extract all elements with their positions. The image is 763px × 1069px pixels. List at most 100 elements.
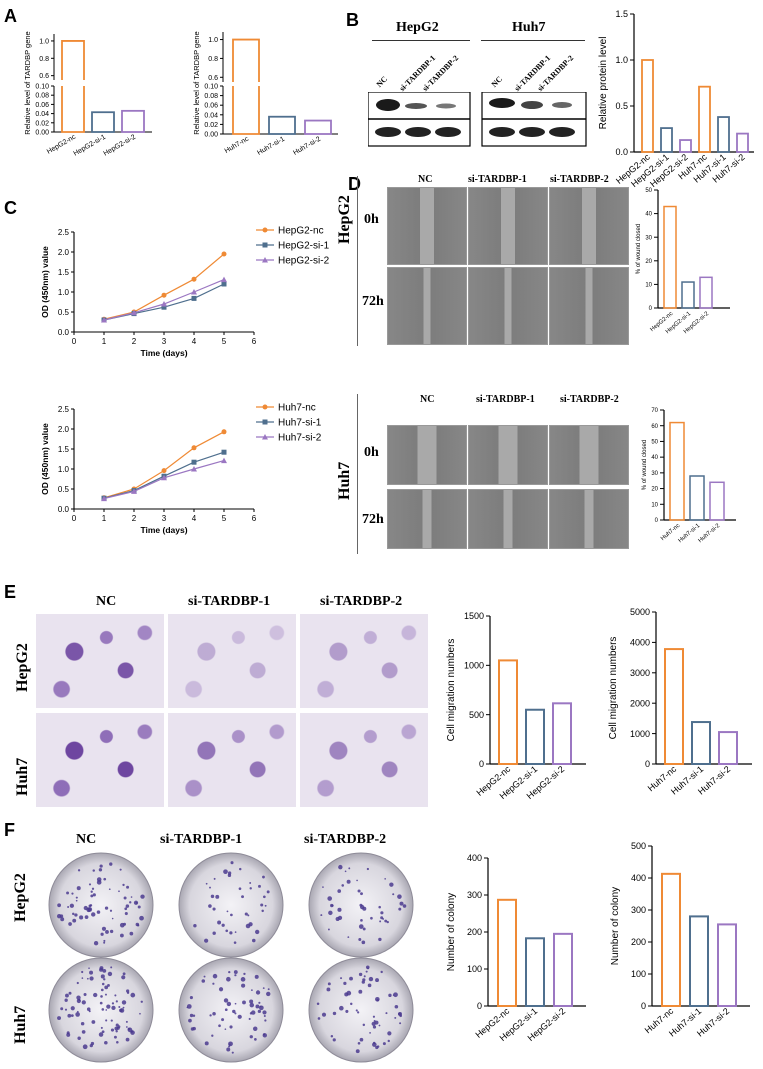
blot-hepg2-underline	[372, 40, 470, 41]
colony-dot	[332, 1038, 336, 1042]
colony-dot	[114, 994, 117, 997]
colony-dot	[345, 1009, 349, 1013]
x-tick-label: 0	[72, 514, 77, 523]
colony-dot	[248, 1017, 251, 1021]
wound-micrograph	[468, 267, 548, 345]
bar	[525, 937, 545, 1007]
panel-c-line-chart-hepg2: 0.0 0.5 1.0 1.5 2.0 2.5 0 1 2 3 4 5 6 Time (days) OD (…	[40, 226, 330, 359]
colony-dot	[231, 1051, 234, 1054]
series-line	[103, 279, 225, 321]
colony-dot	[115, 1030, 118, 1033]
colony-dot	[122, 972, 126, 976]
panel-letter-b: B	[346, 10, 359, 30]
colony-dot	[86, 1007, 91, 1011]
colony-dot	[126, 1026, 128, 1028]
colony-dot	[135, 901, 138, 904]
colony-dot	[83, 993, 87, 997]
data-point	[191, 459, 197, 465]
x-tick-label: Huh7-nc	[224, 135, 251, 155]
colony-dot	[80, 1021, 85, 1026]
colony-dot	[103, 978, 106, 981]
colony-dot	[212, 907, 216, 911]
colony-dot	[226, 1001, 232, 1007]
colony-dot	[86, 977, 89, 980]
colony-dot	[238, 887, 242, 891]
y-tick-label: 0	[655, 518, 659, 524]
wound-row-label-72h-2: 72h	[362, 512, 384, 527]
colony-dot	[341, 884, 345, 887]
data-point	[191, 276, 197, 282]
colony-dot	[382, 1042, 386, 1046]
colony-dot	[245, 923, 251, 929]
data-point	[101, 317, 107, 323]
x-tick-label: Huh7-si-1	[256, 136, 286, 157]
colony-dot	[233, 970, 238, 974]
panel-e-chart-huh7: 0 1000 2000 3000 4000 5000 Cell migration numb…	[608, 607, 752, 797]
colony-dot	[223, 869, 228, 875]
y-axis-label: Number of colony	[446, 893, 457, 971]
wound-micrograph	[468, 425, 548, 485]
colony-dot	[76, 886, 81, 891]
y-tick-label: 2.5	[58, 228, 70, 237]
y-tick-label: 0	[649, 306, 653, 312]
legend-marker	[262, 242, 268, 248]
bar	[689, 475, 705, 521]
bar	[268, 115, 296, 135]
colony-plate	[178, 957, 284, 1063]
data-point	[161, 301, 167, 307]
colony-dot	[100, 974, 105, 979]
bar	[689, 915, 709, 1007]
colony-dot	[366, 867, 370, 871]
colony-dot	[328, 910, 333, 916]
colony-dot	[136, 924, 140, 927]
colony-dot	[362, 1023, 366, 1027]
colony-dot	[239, 867, 242, 871]
colony-dot	[378, 1024, 381, 1027]
colony-dot	[367, 983, 372, 988]
y-tick-label: 0.6	[208, 75, 218, 82]
colony-dot	[111, 1005, 116, 1010]
colony-dot	[84, 915, 89, 919]
colony-dot	[255, 1004, 260, 1009]
y-tick-label: 4000	[630, 638, 650, 648]
transwell-col-label-nc: NC	[96, 594, 117, 609]
colony-dot	[130, 896, 133, 898]
y-tick-label: 0.08	[35, 93, 49, 100]
data-point	[161, 474, 167, 481]
series-line	[103, 431, 225, 499]
wound-col-label-si2: si-TARDBP-2	[550, 174, 609, 185]
colony-dot	[378, 905, 381, 909]
legend-label: Huh7-si-2	[278, 433, 322, 444]
bar	[304, 119, 332, 135]
colony-dot	[362, 927, 366, 931]
colony-dot	[72, 918, 77, 923]
x-tick-label: Huh7-si-2	[292, 136, 322, 157]
colony-dot	[230, 861, 234, 865]
wound-micrograph	[387, 187, 467, 265]
colony-dot	[111, 917, 114, 920]
colony-dot	[399, 1022, 402, 1025]
colony-dot	[387, 1031, 392, 1036]
colony-dot	[340, 977, 343, 980]
colony-dot	[243, 972, 246, 976]
colony-dot	[402, 904, 407, 908]
blot-huh7-underline	[481, 40, 585, 41]
colony-dot	[213, 877, 216, 880]
colony-dot	[98, 868, 103, 872]
colony-dot	[104, 906, 109, 910]
colony-dot	[204, 1041, 209, 1046]
colony-dot	[209, 1014, 212, 1017]
y-tick-label: 0.10	[204, 84, 218, 91]
bar	[709, 481, 725, 521]
bar	[525, 708, 545, 765]
colony-dot	[110, 966, 113, 969]
colony-dot	[218, 987, 224, 992]
colony-dot	[75, 899, 78, 902]
colony-dot	[107, 983, 110, 987]
colony-dot	[99, 966, 104, 971]
y-tick-label: 400	[631, 873, 646, 883]
lane-label: NC	[489, 74, 505, 89]
